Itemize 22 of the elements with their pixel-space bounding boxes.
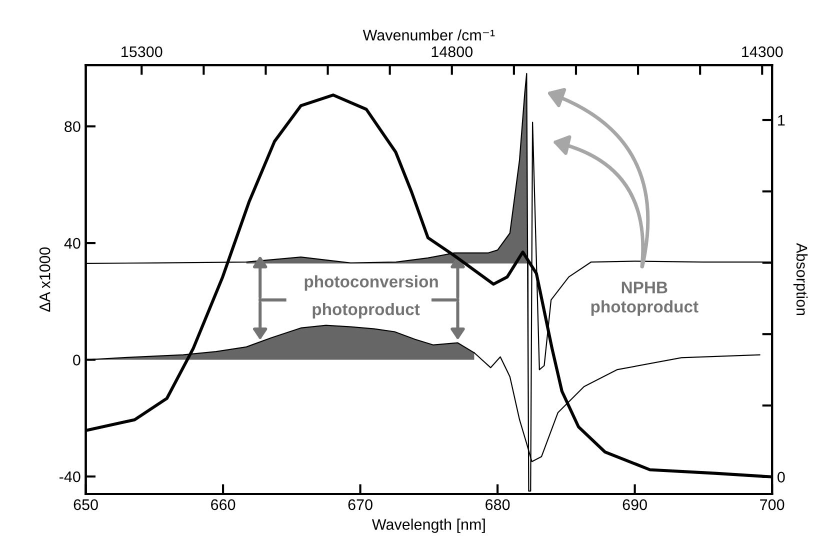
y-axis-title: ΔA x1000 — [39, 247, 50, 312]
x-axis-title: Wavelength [nm] — [372, 518, 485, 533]
x-tick-label: 650 — [74, 499, 98, 510]
y-tick-label: 0 — [73, 354, 80, 366]
annotation: photoconversion — [304, 275, 438, 291]
annotation: photoproduct — [312, 302, 420, 319]
annotation: NPHB photoproduct — [591, 282, 698, 316]
x-tick-label: 690 — [622, 499, 647, 510]
x2-axis-title: Wavenumber /cm⁻¹ — [362, 29, 495, 41]
x-tick-label: 670 — [348, 499, 372, 510]
x2-tick-label: 15300 — [122, 46, 162, 58]
y-tick-label: 80 — [64, 121, 80, 132]
x-tick-label: 700 — [760, 499, 784, 510]
x2-tick-label: 14800 — [432, 46, 473, 58]
y2-axis-title: Absorption — [793, 243, 808, 316]
y2-tick-label: 1 — [778, 115, 785, 126]
x2-tick-label: 14300 — [742, 46, 783, 58]
y2-tick-label: 0 — [778, 472, 785, 483]
y-tick-label: -40 — [60, 471, 80, 482]
x-tick-label: 660 — [211, 499, 236, 510]
x-tick-label: 680 — [486, 499, 510, 510]
y-tick-label: 40 — [64, 238, 80, 249]
